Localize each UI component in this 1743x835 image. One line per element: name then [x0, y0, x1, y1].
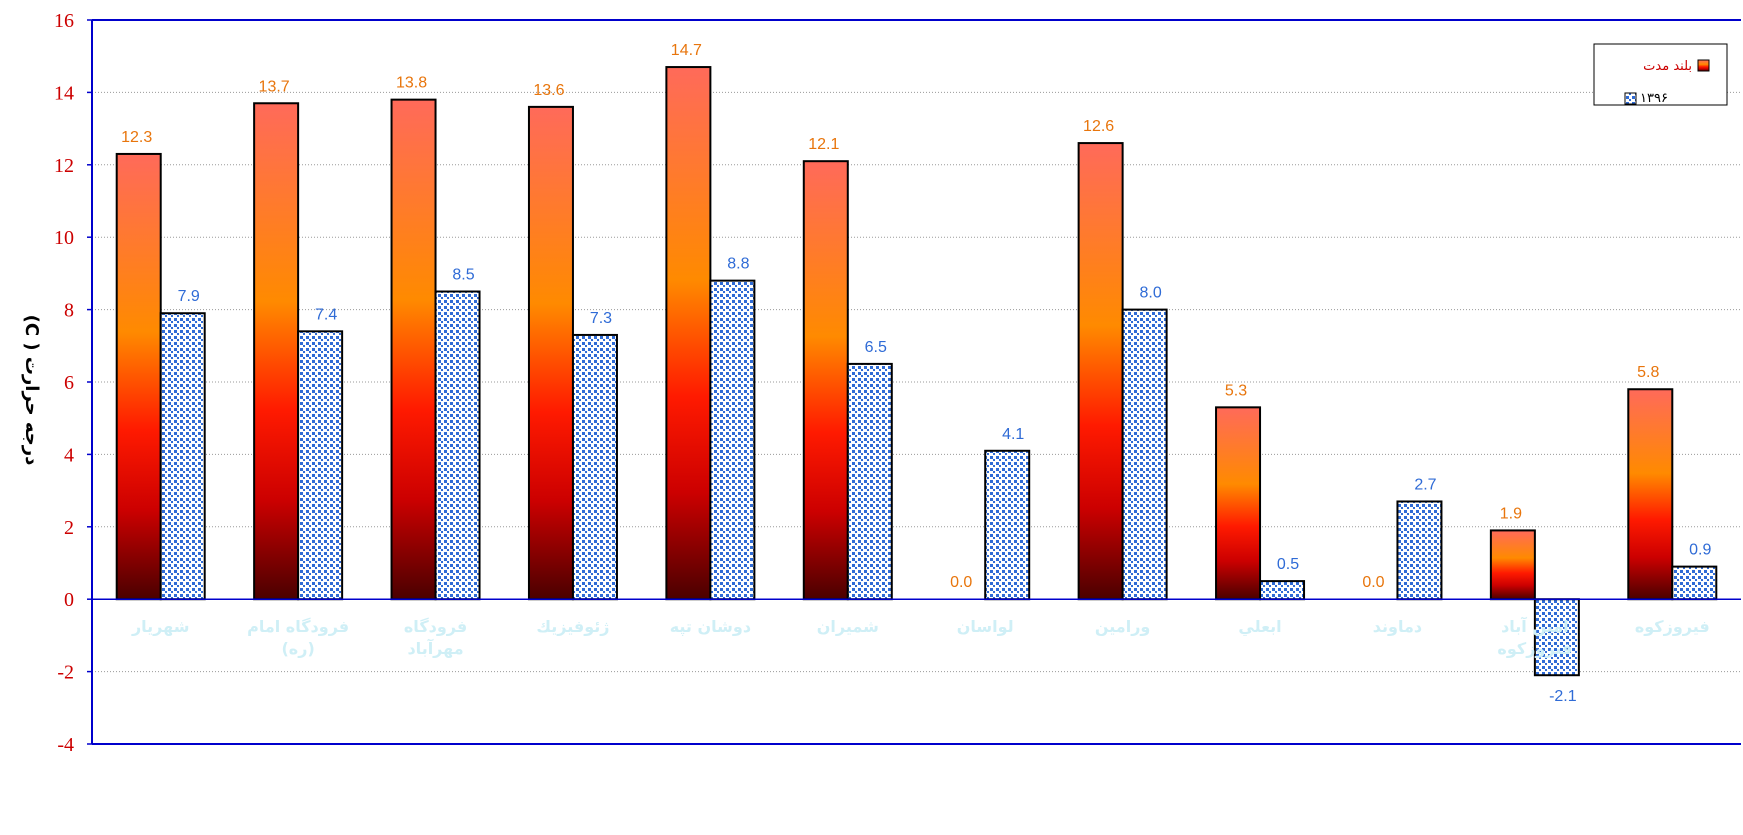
bar-longterm — [115, 152, 162, 601]
data-label-1396: 8.8 — [727, 256, 749, 273]
data-label-1396: 6.5 — [865, 339, 887, 356]
legend-box — [1593, 43, 1728, 106]
y-tick-label: 6 — [64, 372, 74, 394]
legend: بلند مدت ۱۳۹۶ — [1593, 43, 1728, 106]
y-tick-label: 0 — [64, 589, 74, 611]
y-tick-label: 10 — [54, 227, 74, 249]
bar-longterm — [1489, 529, 1536, 601]
legend-label-1396: ۱۳۹۶ — [1640, 91, 1668, 106]
data-label-longterm: 0.0 — [950, 574, 972, 591]
y-tick-label: 12 — [54, 155, 74, 177]
y-tick-label: 8 — [64, 300, 74, 322]
y-tick-label: 16 — [54, 10, 74, 32]
bar-1396 — [1396, 500, 1443, 601]
data-label-1396: 2.7 — [1414, 476, 1436, 493]
data-label-longterm: 0.0 — [1362, 574, 1384, 591]
x-tick-label: دماوند — [1373, 617, 1422, 636]
y-tick-label: 2 — [64, 517, 74, 539]
bar-1396 — [1671, 565, 1718, 601]
data-label-longterm: 13.6 — [533, 82, 564, 99]
bar-longterm — [665, 66, 712, 601]
labels: 12.3 7.9 شهريار 13.7 7.4 فرودگاه امام (ره) 13.8… — [121, 42, 1711, 705]
bar-1396 — [1121, 308, 1168, 601]
x-tick-label: ابعلي — [1238, 617, 1281, 637]
x-tick-label: فرودگاه مهرآباد — [404, 617, 467, 658]
data-label-longterm: 13.8 — [396, 75, 427, 92]
legend-label-longterm: بلند مدت — [1643, 59, 1692, 74]
x-tick-label: شهريار — [131, 617, 189, 636]
data-label-longterm: 12.3 — [121, 129, 152, 146]
bar-1396 — [434, 290, 481, 601]
bar-longterm — [802, 160, 849, 601]
data-label-1396: 7.3 — [590, 310, 612, 327]
y-tick-label: -4 — [57, 734, 74, 756]
y-tick-label: -2 — [57, 662, 74, 684]
data-label-longterm: 5.8 — [1637, 364, 1659, 381]
bar-1396 — [984, 449, 1031, 601]
data-label-1396: 8.5 — [452, 267, 474, 284]
x-tick-label: ورامين — [1095, 617, 1150, 636]
bar-1396 — [709, 279, 756, 601]
axes: -4 -2 0 2 4 6 8 10 12 14 16 درجه حرارت ( C) — [21, 10, 1741, 756]
bar-longterm — [1077, 142, 1124, 601]
x-tick-label: امين آباد فيروزكوه — [1497, 616, 1572, 658]
y-axis-label: درجه حرارت ( C) — [21, 315, 42, 466]
bar-1396 — [571, 333, 618, 601]
data-label-longterm: 13.7 — [259, 78, 290, 95]
data-label-1396: 0.9 — [1689, 542, 1711, 559]
data-label-1396: 4.1 — [1002, 426, 1024, 443]
bar-1396 — [1259, 580, 1306, 601]
bar-longterm — [1627, 388, 1674, 601]
bar-longterm — [390, 98, 437, 601]
data-label-longterm: 12.1 — [808, 136, 839, 153]
x-tick-label: لواسان — [957, 617, 1014, 636]
bar-1396 — [846, 362, 893, 601]
bar-longterm — [527, 105, 574, 601]
x-tick-label: دوشان تپه — [670, 617, 751, 637]
bar-longterm — [253, 102, 300, 601]
data-label-longterm: 5.3 — [1225, 382, 1247, 399]
y-tick-label: 4 — [64, 444, 74, 466]
data-label-longterm: 1.9 — [1500, 505, 1522, 522]
bar-1396 — [159, 312, 206, 601]
legend-swatch-1396 — [1624, 92, 1637, 105]
data-label-longterm: 14.7 — [671, 42, 702, 59]
data-label-longterm: 12.6 — [1083, 118, 1114, 135]
data-label-1396: 8.0 — [1140, 285, 1162, 302]
x-tick-label: فيروزكوه — [1635, 617, 1710, 636]
bar-1396 — [1533, 598, 1580, 677]
data-label-1396: -2.1 — [1549, 688, 1577, 705]
legend-swatch-longterm — [1697, 59, 1710, 72]
bar-longterm — [1215, 406, 1262, 601]
bars — [115, 66, 1718, 677]
data-label-1396: 7.9 — [178, 288, 200, 305]
x-tick-label: شميران — [817, 617, 879, 636]
x-tick-label: فرودگاه امام (ره) — [247, 617, 349, 658]
bar-1396 — [297, 330, 344, 601]
data-label-1396: 0.5 — [1277, 556, 1299, 573]
y-tick-label: 14 — [54, 82, 74, 104]
x-tick-label: ژئوفيزيك — [536, 617, 609, 636]
data-label-1396: 7.4 — [315, 306, 337, 323]
